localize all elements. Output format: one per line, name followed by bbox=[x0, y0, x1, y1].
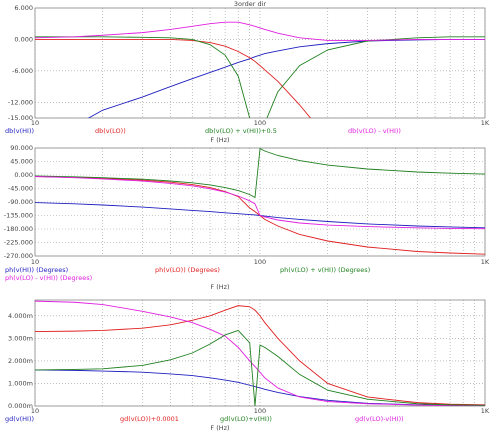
y-tick-label: -225.000 bbox=[4, 239, 33, 247]
series-line bbox=[35, 202, 485, 229]
x-tick-label: 1K bbox=[481, 258, 490, 266]
series-line bbox=[35, 176, 485, 230]
series-line bbox=[35, 176, 485, 255]
legend-entry: gd(v(LO)-v(HI)) bbox=[355, 415, 404, 423]
x-tick-label: 100 bbox=[254, 407, 266, 415]
y-tick-label: -135.000 bbox=[4, 212, 33, 220]
chart-title: 3order dir bbox=[234, 0, 266, 8]
series-line bbox=[35, 300, 485, 406]
legend-entry: db(v(LO) + v(HI))+0.5 bbox=[205, 127, 277, 135]
y-tick-label: 45.000 bbox=[10, 158, 33, 166]
series-line bbox=[35, 38, 312, 118]
x-axis-label: F (Hz) bbox=[210, 136, 229, 144]
x-tick-label: 100 bbox=[254, 258, 266, 266]
y-tick-label: 0.000 bbox=[14, 171, 33, 179]
y-tick-label: -15.000 bbox=[8, 114, 33, 122]
y-tick-label: 0.000 bbox=[14, 35, 33, 43]
legend-entry: gd(v(LO)+v(HI)) bbox=[220, 415, 272, 423]
x-tick-label: 1K bbox=[481, 119, 490, 127]
legend-entry: db(v(LO) - v(HI)) bbox=[348, 127, 401, 135]
x-tick-label: 10 bbox=[31, 407, 39, 415]
x-tick-label: 100 bbox=[254, 119, 266, 127]
y-tick-label: 2.000m bbox=[8, 357, 33, 365]
y-tick-label: -270.000 bbox=[4, 252, 33, 260]
y-tick-label: 4.000m bbox=[8, 312, 33, 320]
x-tick-label: 1K bbox=[481, 407, 490, 415]
series-line bbox=[35, 148, 485, 199]
legend-entry: db(v(HI)) bbox=[5, 127, 34, 135]
legend-entry: ph(v(LO)) (Degrees) bbox=[155, 266, 220, 274]
x-axis-label: F (Hz) bbox=[210, 283, 229, 291]
legend-entry: ph(v(LO) - v(HI)) (Degrees) bbox=[5, 274, 92, 282]
y-tick-label: -6.000 bbox=[12, 67, 33, 75]
y-tick-label: -12.000 bbox=[8, 98, 33, 106]
y-tick-label: -45.000 bbox=[8, 185, 33, 193]
series-line bbox=[35, 329, 485, 406]
y-tick-label: 0.000m bbox=[8, 402, 33, 410]
y-tick-label: 1.000m bbox=[8, 379, 33, 387]
y-tick-label: 90.000 bbox=[10, 144, 33, 152]
plot-frame bbox=[34, 299, 486, 407]
x-tick-label: 10 bbox=[31, 258, 39, 266]
series-line bbox=[35, 36, 485, 118]
legend-entry: ph(v(LO) + v(HI)) (Degrees) bbox=[280, 266, 370, 274]
plot-frame bbox=[34, 7, 486, 119]
series-line bbox=[35, 305, 485, 406]
series-line bbox=[35, 369, 485, 406]
x-tick-label: 10 bbox=[31, 119, 39, 127]
legend-entry: db(v(LO)) bbox=[95, 127, 126, 135]
series-line bbox=[35, 21, 485, 41]
y-tick-label: -180.000 bbox=[4, 225, 33, 233]
y-tick-label: 6.000 bbox=[14, 4, 33, 12]
legend-entry: ph(v(HI)) (Degrees) bbox=[5, 266, 68, 274]
series-line bbox=[87, 38, 485, 118]
x-axis-label: F (Hz) bbox=[210, 424, 229, 432]
legend-entry: gd(v(HI)) bbox=[5, 415, 34, 423]
plot-frame bbox=[34, 147, 486, 257]
y-tick-label: -90.000 bbox=[8, 198, 33, 206]
legend-entry: gd(v(LO))+0.0001 bbox=[120, 415, 179, 423]
y-tick-label: 3.000m bbox=[8, 334, 33, 342]
